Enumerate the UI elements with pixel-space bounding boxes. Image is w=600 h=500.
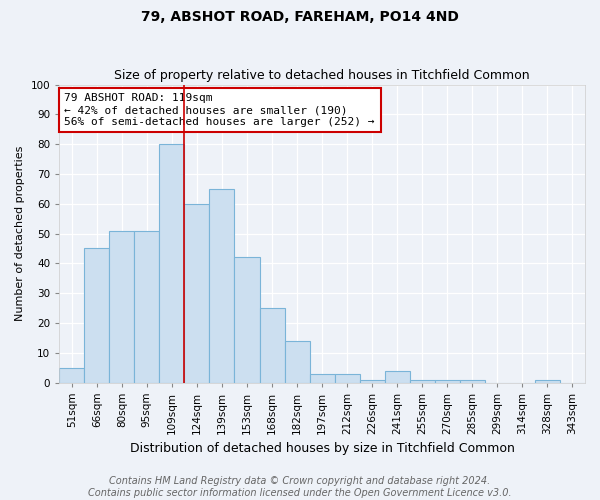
X-axis label: Distribution of detached houses by size in Titchfield Common: Distribution of detached houses by size … bbox=[130, 442, 515, 455]
Bar bbox=[109, 230, 134, 382]
Bar bbox=[359, 380, 385, 382]
Bar bbox=[209, 189, 235, 382]
Bar bbox=[260, 308, 284, 382]
Bar bbox=[385, 370, 410, 382]
Y-axis label: Number of detached properties: Number of detached properties bbox=[15, 146, 25, 321]
Bar bbox=[460, 380, 485, 382]
Bar bbox=[335, 374, 359, 382]
Text: 79 ABSHOT ROAD: 119sqm
← 42% of detached houses are smaller (190)
56% of semi-de: 79 ABSHOT ROAD: 119sqm ← 42% of detached… bbox=[64, 94, 375, 126]
Bar bbox=[160, 144, 184, 382]
Bar bbox=[535, 380, 560, 382]
Bar bbox=[410, 380, 435, 382]
Bar bbox=[435, 380, 460, 382]
Text: 79, ABSHOT ROAD, FAREHAM, PO14 4ND: 79, ABSHOT ROAD, FAREHAM, PO14 4ND bbox=[141, 10, 459, 24]
Title: Size of property relative to detached houses in Titchfield Common: Size of property relative to detached ho… bbox=[114, 69, 530, 82]
Bar bbox=[310, 374, 335, 382]
Bar bbox=[284, 341, 310, 382]
Bar bbox=[235, 258, 260, 382]
Text: Contains HM Land Registry data © Crown copyright and database right 2024.
Contai: Contains HM Land Registry data © Crown c… bbox=[88, 476, 512, 498]
Bar bbox=[134, 230, 160, 382]
Bar bbox=[59, 368, 84, 382]
Bar bbox=[84, 248, 109, 382]
Bar bbox=[184, 204, 209, 382]
